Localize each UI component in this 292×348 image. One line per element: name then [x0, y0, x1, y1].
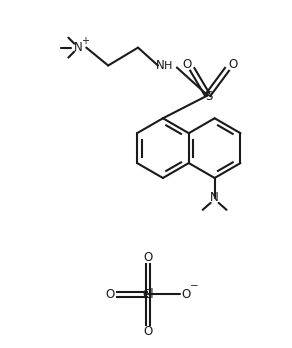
Text: +: + — [81, 35, 89, 46]
Text: O: O — [181, 288, 190, 301]
Text: O: O — [228, 58, 237, 71]
Text: N: N — [210, 191, 219, 204]
Text: −: − — [190, 282, 198, 292]
Text: O: O — [143, 325, 153, 338]
Text: S: S — [205, 90, 212, 103]
Text: Cl: Cl — [142, 288, 154, 301]
Text: N: N — [156, 59, 164, 72]
Text: O: O — [182, 58, 192, 71]
Text: H: H — [164, 61, 172, 71]
Text: O: O — [105, 288, 115, 301]
Text: O: O — [143, 251, 153, 264]
Text: N: N — [74, 41, 83, 54]
